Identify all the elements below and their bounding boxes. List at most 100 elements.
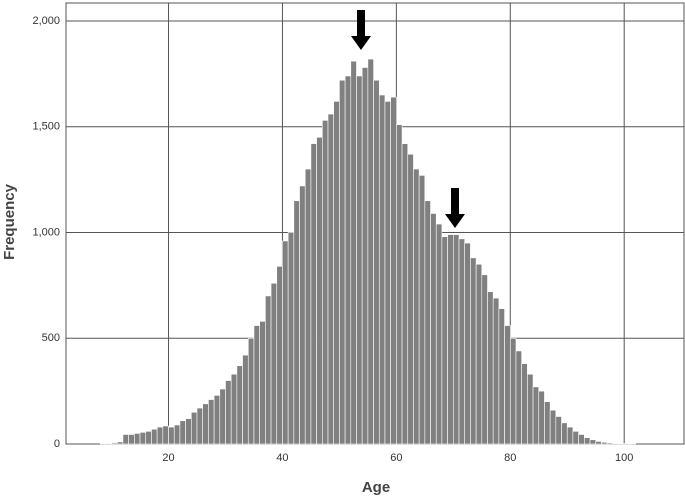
bar [424, 200, 431, 445]
bar [299, 185, 306, 445]
bar [208, 399, 215, 445]
bar [504, 325, 511, 445]
bar [373, 79, 380, 445]
bar [322, 120, 329, 445]
bar [464, 242, 471, 445]
bar [111, 442, 118, 445]
bar [606, 442, 614, 445]
bar [128, 434, 135, 445]
bar [407, 153, 414, 445]
y-axis-title: Frequency [1, 183, 18, 260]
bar [265, 295, 272, 445]
bar [430, 213, 437, 445]
bar [139, 432, 147, 445]
bar [287, 232, 295, 445]
bar [447, 234, 454, 445]
bar [378, 94, 386, 445]
bar [566, 426, 574, 445]
bar [304, 168, 312, 445]
x-tick-label: 100 [615, 452, 633, 464]
bar [595, 441, 602, 445]
bar [527, 373, 534, 445]
bar [225, 380, 232, 445]
bar [344, 75, 352, 445]
bar [487, 291, 494, 445]
bar [202, 403, 209, 445]
bar [116, 441, 124, 445]
bar [555, 416, 562, 445]
bar [316, 137, 323, 445]
bar [538, 390, 545, 445]
bar [601, 442, 608, 445]
bar [196, 407, 204, 445]
bar [242, 354, 249, 445]
bar [612, 443, 619, 445]
bar [578, 434, 585, 445]
arrow [351, 10, 371, 50]
x-axis-title: Age [362, 479, 390, 496]
y-tick-label: 1,500 [32, 121, 60, 133]
bar [168, 426, 175, 445]
bar [270, 282, 278, 445]
x-tick-label: 60 [390, 452, 402, 464]
bar [532, 386, 540, 445]
bars [99, 58, 636, 445]
x-tick-label: 40 [276, 452, 288, 464]
bar [572, 431, 579, 445]
y-tick-label: 500 [42, 332, 60, 344]
bar [105, 443, 112, 445]
bar [236, 365, 243, 445]
bar [396, 124, 403, 445]
bar [156, 426, 164, 445]
bar [350, 60, 357, 445]
bar [475, 263, 483, 445]
x-tick-label: 80 [504, 452, 516, 464]
bar [276, 266, 283, 445]
bar [549, 409, 557, 445]
bar [589, 439, 597, 445]
bar [145, 431, 152, 445]
bar [134, 433, 141, 445]
bar [333, 101, 340, 445]
bar [418, 175, 426, 445]
bar [327, 113, 335, 445]
y-tick-label: 0 [54, 438, 60, 450]
bar [213, 395, 221, 445]
bar [384, 101, 391, 445]
bar [441, 236, 448, 445]
arrow [445, 188, 465, 228]
y-tick-label: 1,000 [32, 226, 60, 238]
bar [253, 325, 260, 445]
bar [481, 274, 488, 445]
bar [282, 240, 289, 445]
bar [162, 425, 169, 445]
bar [498, 308, 505, 445]
bar [561, 422, 568, 445]
bar [367, 58, 374, 445]
x-tick-label: 20 [162, 452, 174, 464]
bar [361, 67, 369, 445]
y-tick-label: 2,000 [32, 15, 60, 27]
bar [151, 428, 158, 445]
bar [247, 337, 255, 445]
bar [521, 363, 528, 445]
bar [185, 418, 192, 445]
bar [310, 143, 317, 445]
bar [453, 234, 460, 445]
bar [584, 437, 591, 445]
bar [544, 401, 551, 445]
bar [390, 96, 397, 445]
bar [509, 337, 517, 445]
bar [259, 321, 266, 445]
bar [230, 373, 238, 445]
bar [435, 223, 443, 445]
bar [173, 424, 181, 445]
bar [339, 79, 346, 445]
bar [401, 143, 409, 445]
bar [470, 257, 477, 445]
bar [458, 238, 466, 445]
bar [179, 420, 186, 445]
bar [413, 168, 420, 445]
bar [191, 411, 198, 445]
